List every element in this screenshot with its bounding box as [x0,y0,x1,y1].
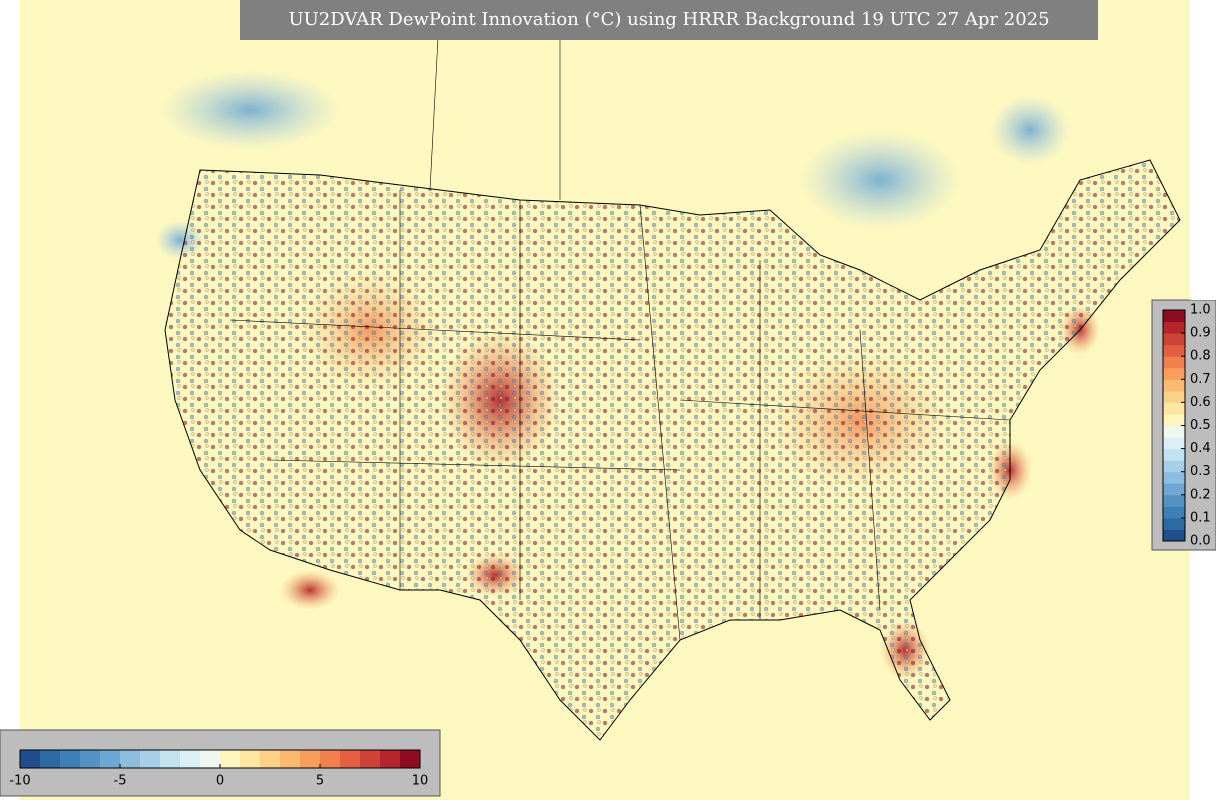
colorbar-segment [300,750,321,768]
colorbar-segment [1163,529,1185,542]
colorbar-segment [320,750,341,768]
colorbar-segment [1163,333,1185,346]
colorbar-segment [1163,390,1185,403]
colorbar-segment [1163,483,1185,496]
colorbar-segment [120,750,141,768]
colorbar-tick-label: 0.0 [1190,534,1211,549]
colorbar-tick-label: 0.3 [1190,464,1211,479]
colorbar-tick-label: 5 [316,774,324,789]
colorbar-segment [340,750,361,768]
state-borders [229,0,1011,641]
colorbar-segment [400,750,421,768]
margin [1190,0,1216,300]
colorbar-segment [1163,379,1185,392]
colorbar-tick-label: 0.5 [1190,418,1211,433]
colorbar-segment [360,750,381,768]
colorbar-segment [1163,517,1185,530]
colorbar-segment [220,750,241,768]
colorbar-segment [80,750,101,768]
colorbar-tick-label: 0.8 [1190,349,1211,364]
colorbar-tick-label: -10 [9,774,30,789]
colorbar-segment [1163,425,1185,438]
colorbar-segment [60,750,81,768]
colorbar-tick-label: 10 [412,774,429,789]
colorbar-tick-label: 0.7 [1190,372,1211,387]
title-box [240,0,1098,40]
colorbar-segment [1163,494,1185,507]
colorbar-segment [1163,356,1185,369]
colorbar-segment [240,750,261,768]
colorbar-segment [380,750,401,768]
colorbar-segment [1163,321,1185,334]
colorbar-tick-label: 1.0 [1190,303,1211,318]
colorbar-tick-label: 0.9 [1190,326,1211,341]
map-title: UU2DVAR DewPoint Innovation (°C) using H… [288,9,1049,30]
colorbar-segment [1163,448,1185,461]
colorbar-segment [40,750,61,768]
colorbar-segment [280,750,301,768]
colorbar-segment [100,750,121,768]
colorbar-tick-label: 0.6 [1190,395,1211,410]
colorbar-tick-label: 0 [216,774,224,789]
colorbar-segment [140,750,161,768]
colorbar-segment [1163,344,1185,357]
colorbar-segment [260,750,281,768]
colorbar-segment [200,750,221,768]
colorbar-segment [1163,506,1185,519]
colorbar-segment [160,750,181,768]
colorbar-segment [1163,437,1185,450]
conus-outline [164,159,1181,741]
colorbar-segment [180,750,201,768]
colorbar-segment [20,750,41,768]
colorbar-tick-label: 0.2 [1190,487,1211,502]
colorbar-segment [1163,402,1185,415]
colorbar-segment [1163,367,1185,380]
colorbar-segment [1163,460,1185,473]
colorbar-segment [1163,310,1185,323]
colorbar-segment [1163,413,1185,426]
colorbar-tick-label: 0.4 [1190,441,1211,456]
colorbar-tick-label: -5 [114,774,127,789]
colorbar-tick-label: 0.1 [1190,510,1211,525]
colorbar-segment [1163,471,1185,484]
